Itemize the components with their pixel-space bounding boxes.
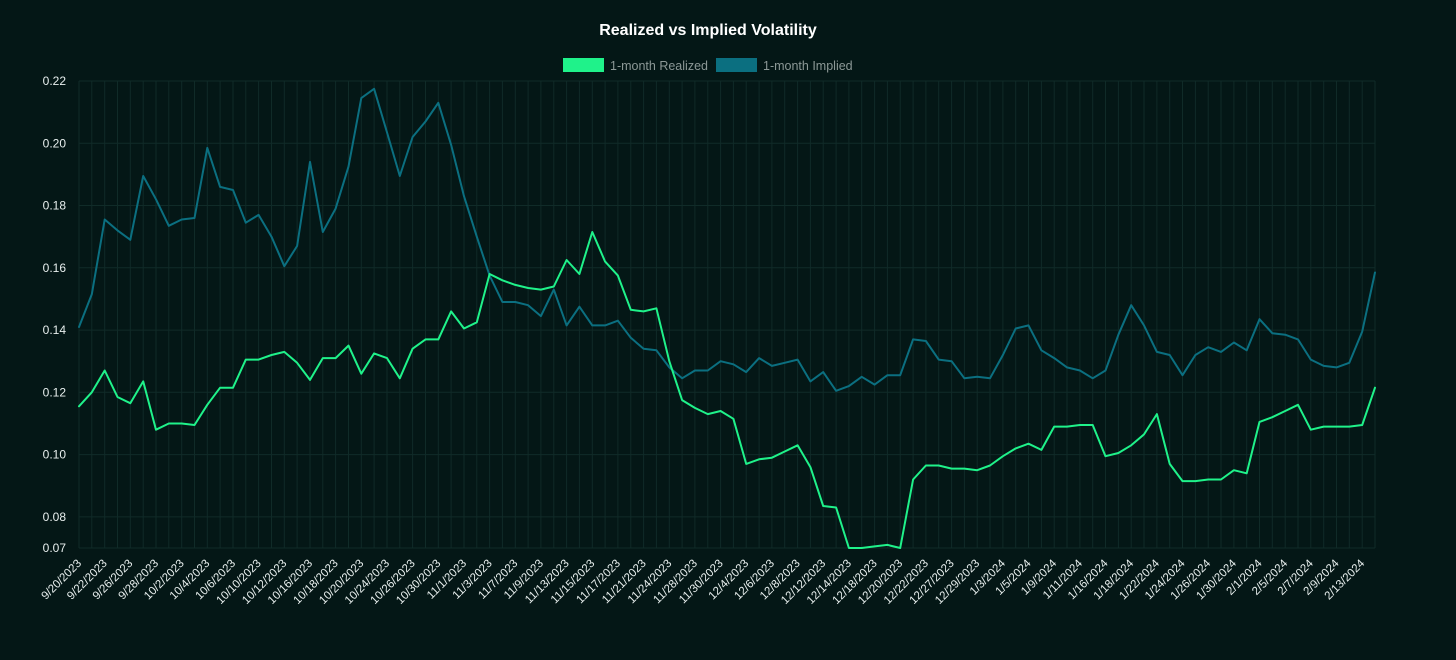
y-tick-label: 0.18 bbox=[43, 199, 67, 213]
series-line-realized[interactable] bbox=[78, 231, 1376, 549]
y-axis-ticks: 0.22 0.20 0.18 0.16 0.14 0.12 0.10 0.08 0.07 bbox=[43, 74, 67, 555]
grid bbox=[78, 80, 1376, 549]
legend-swatch-realized[interactable] bbox=[563, 58, 604, 72]
y-tick-label: 0.07 bbox=[43, 541, 67, 555]
y-tick-label: 0.14 bbox=[43, 323, 67, 337]
y-tick-label: 0.22 bbox=[43, 74, 67, 88]
series-lines bbox=[78, 87, 1376, 549]
legend-swatch-implied[interactable] bbox=[716, 58, 757, 72]
y-tick-label: 0.10 bbox=[43, 448, 67, 462]
y-tick-label: 0.08 bbox=[43, 510, 67, 524]
series-line-implied[interactable] bbox=[78, 87, 1376, 392]
y-tick-label: 0.20 bbox=[43, 136, 67, 150]
legend-label-implied[interactable]: 1-month Implied bbox=[763, 59, 853, 73]
y-tick-label: 0.16 bbox=[43, 261, 67, 275]
legend-label-realized[interactable]: 1-month Realized bbox=[610, 59, 708, 73]
x-axis-ticks: 9/20/20239/22/20239/26/20239/28/202310/2… bbox=[39, 557, 1367, 607]
legend: 1-month Realized 1-month Implied bbox=[563, 58, 853, 73]
chart-title: Realized vs Implied Volatility bbox=[599, 22, 817, 39]
y-tick-label: 0.12 bbox=[43, 385, 67, 399]
